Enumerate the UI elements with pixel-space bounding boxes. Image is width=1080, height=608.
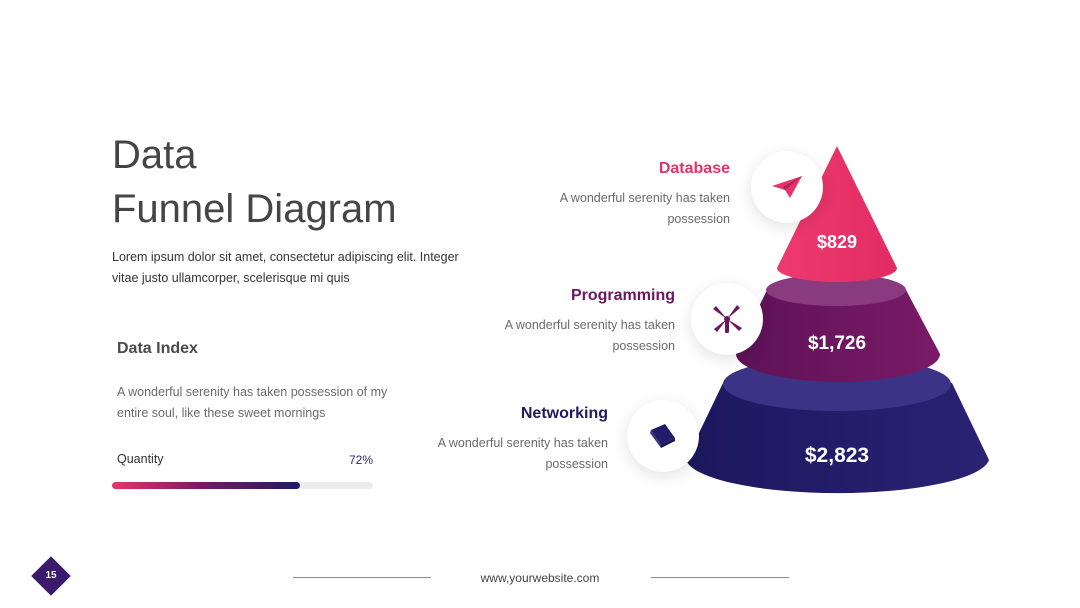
quantity-progress-bar <box>112 482 373 489</box>
programming-description: A wonderful serenity has taken possessio… <box>504 318 675 353</box>
footer-divider-right <box>651 577 789 578</box>
database-description: A wonderful serenity has taken possessio… <box>559 191 730 226</box>
slide-title: Data Funnel Diagram <box>112 128 397 236</box>
programming-title: Programming <box>570 287 675 304</box>
title-line-2: Funnel Diagram <box>112 187 397 231</box>
database-title: Database <box>658 160 730 177</box>
networking-description: A wonderful serenity has taken possessio… <box>437 436 608 471</box>
funnel-level-programming <box>736 274 940 382</box>
intro-text: Lorem ipsum dolor sit amet, consectetur … <box>112 250 459 285</box>
book-icon <box>650 424 675 448</box>
title-line-1: Data <box>112 133 197 177</box>
programming-icon-circle <box>691 283 763 355</box>
networking-icon-circle <box>627 400 699 472</box>
data-index-title: Data Index <box>117 340 198 357</box>
quantity-label: Quantity <box>117 452 164 466</box>
windmill-icon <box>713 305 742 333</box>
database-icon-circle <box>751 151 823 223</box>
value-networking: $2,823 <box>805 444 869 467</box>
value-programming: $1,726 <box>808 333 866 354</box>
page-number: 15 <box>45 570 57 581</box>
database-label: Database A wonderful serenity has taken … <box>545 160 730 230</box>
data-index-description: A wonderful serenity has taken possessio… <box>117 385 388 420</box>
funnel-level-database <box>777 146 897 282</box>
networking-title: Networking <box>520 405 608 422</box>
paper-plane-icon <box>772 176 802 198</box>
networking-label: Networking A wonderful serenity has take… <box>423 405 608 475</box>
programming-label: Programming A wonderful serenity has tak… <box>490 287 675 357</box>
footer-website: www,yourwebsite.com <box>480 571 600 585</box>
quantity-percent: 72% <box>349 453 374 467</box>
quantity-progress-fill <box>112 482 300 489</box>
value-database: $829 <box>817 232 857 252</box>
footer-divider-left <box>293 577 431 578</box>
